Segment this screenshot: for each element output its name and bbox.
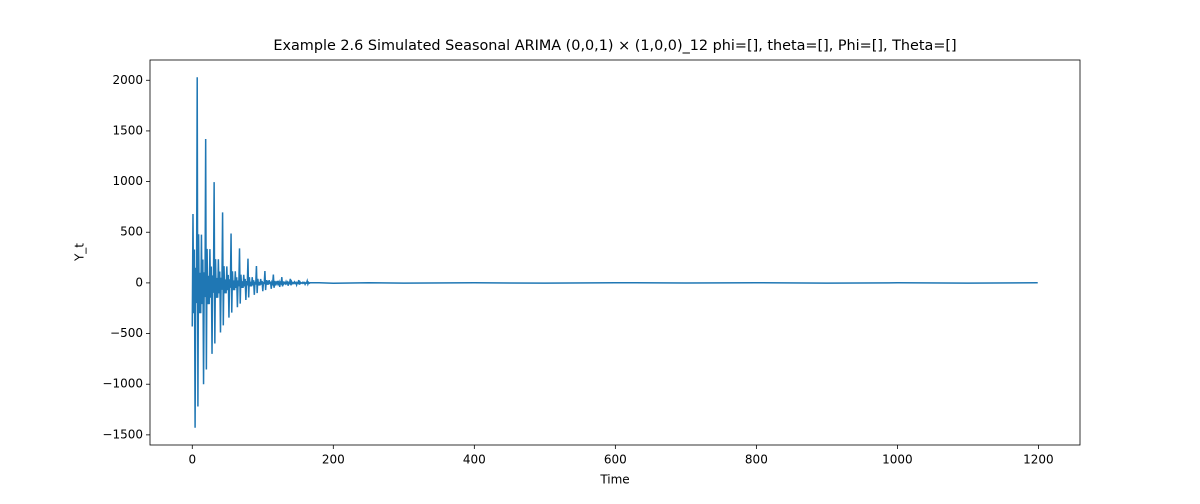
chart-title: Example 2.6 Simulated Seasonal ARIMA (0,… xyxy=(273,38,956,54)
x-tick-label: 400 xyxy=(463,453,486,467)
y-tick-label: −1500 xyxy=(102,427,143,441)
x-tick-label: 0 xyxy=(188,453,196,467)
x-tick-label: 600 xyxy=(604,453,627,467)
y-axis-label: Y_t xyxy=(73,243,87,262)
y-tick-label: −1000 xyxy=(102,377,143,391)
y-tick-label: 1500 xyxy=(112,123,143,137)
y-tick-label: 500 xyxy=(120,225,143,239)
y-tick-label: 2000 xyxy=(112,73,143,87)
x-tick-label: 1200 xyxy=(1023,453,1054,467)
x-tick-label: 1000 xyxy=(882,453,913,467)
series-line xyxy=(191,77,1038,428)
x-tick-label: 200 xyxy=(322,453,345,467)
x-axis-label: Time xyxy=(599,473,629,487)
plot-frame xyxy=(149,59,1081,446)
y-tick-label: 1000 xyxy=(112,174,143,188)
x-tick-label: 800 xyxy=(745,453,768,467)
y-tick-label: −500 xyxy=(110,326,143,340)
y-tick-label: 0 xyxy=(135,275,143,289)
